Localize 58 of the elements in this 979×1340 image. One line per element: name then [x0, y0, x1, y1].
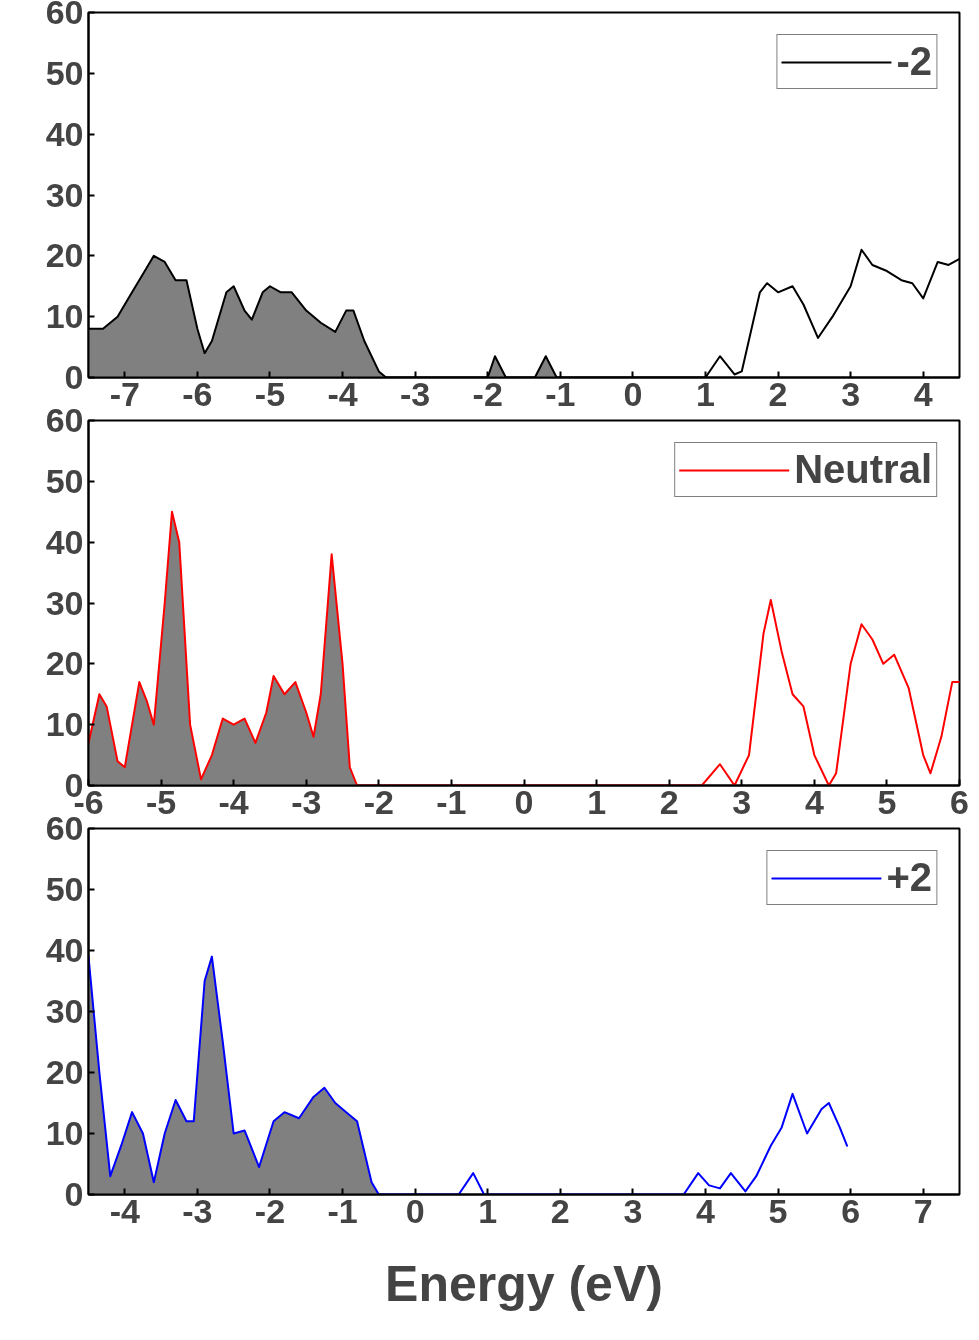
x-tick-label: -4 — [327, 374, 358, 413]
x-tick-label: 0 — [623, 374, 643, 413]
y-tick-label: 60 — [45, 809, 84, 847]
x-tick-label: -1 — [545, 374, 576, 413]
x-tick-label: 3 — [841, 374, 861, 413]
x-tick-label: 4 — [696, 1191, 715, 1230]
x-tick-label: 2 — [768, 374, 788, 413]
y-tick-label: 10 — [45, 705, 84, 744]
legend-label: +2 — [886, 855, 932, 900]
x-tick-label: 4 — [804, 782, 824, 821]
y-tick-label: 30 — [45, 175, 84, 214]
x-tick-label: 5 — [768, 1191, 788, 1230]
x-tick-label: -2 — [472, 374, 503, 413]
x-tick-label: -2 — [254, 1191, 286, 1230]
x-tick-label: -3 — [182, 1191, 213, 1230]
x-tick-label: -5 — [145, 782, 177, 821]
y-tick-label: 50 — [45, 870, 84, 908]
x-tick-label: 2 — [659, 782, 679, 821]
x-tick-label: -6 — [182, 374, 213, 413]
y-tick-label: 50 — [45, 53, 84, 92]
y-tick-label: 20 — [45, 644, 84, 683]
legend-label: Neutral — [794, 447, 932, 492]
y-tick-label: 30 — [45, 992, 84, 1030]
legend-label: -2 — [896, 39, 932, 84]
y-tick-label: 40 — [45, 931, 84, 969]
x-tick-label: 1 — [587, 782, 607, 821]
x-axis-title: Energy (eV) — [385, 1255, 663, 1312]
x-tick-label: -1 — [327, 1191, 358, 1230]
x-tick-label: -2 — [363, 782, 394, 821]
x-tick-label: 1 — [696, 374, 715, 413]
x-tick-label: 5 — [877, 782, 897, 821]
x-tick-label: -3 — [400, 374, 431, 413]
y-tick-label: 20 — [45, 1053, 84, 1091]
x-tick-label: 1 — [478, 1191, 498, 1230]
x-tick-label: 6 — [841, 1191, 861, 1230]
x-tick-label: -5 — [254, 374, 286, 413]
y-tick-label: 20 — [45, 236, 84, 275]
x-tick-label: -4 — [109, 1191, 140, 1230]
y-tick-label: 40 — [45, 522, 84, 561]
x-tick-label: 3 — [732, 782, 752, 821]
x-tick-label: 2 — [550, 1191, 570, 1230]
y-tick-label: 30 — [45, 583, 84, 622]
x-tick-label: 0 — [405, 1191, 425, 1230]
x-tick-label: 4 — [913, 374, 933, 413]
x-tick-label: -3 — [291, 782, 322, 821]
x-tick-label: -4 — [218, 782, 249, 821]
x-tick-label: -7 — [109, 374, 140, 413]
y-tick-label: 10 — [45, 297, 84, 336]
x-tick-label: 7 — [913, 1191, 933, 1230]
x-tick-label: 0 — [514, 782, 534, 821]
x-tick-label: 3 — [623, 1191, 643, 1230]
y-tick-label: 50 — [45, 461, 84, 500]
x-tick-label: -1 — [436, 782, 467, 821]
y-tick-label: 60 — [45, 401, 84, 439]
x-tick-label: 6 — [950, 782, 969, 821]
y-tick-label: 40 — [45, 114, 84, 153]
y-tick-label: 60 — [45, 0, 84, 31]
y-tick-label: 10 — [45, 1114, 84, 1152]
